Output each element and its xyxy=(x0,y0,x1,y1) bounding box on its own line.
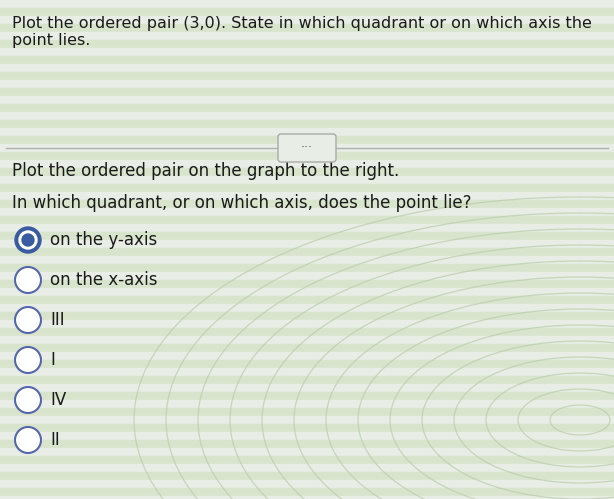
Text: II: II xyxy=(50,431,60,449)
Bar xyxy=(0,424,614,432)
Bar xyxy=(0,472,614,480)
Bar xyxy=(0,416,614,424)
Bar xyxy=(0,8,614,16)
Bar xyxy=(0,128,614,136)
Bar xyxy=(0,264,614,272)
Circle shape xyxy=(15,427,41,453)
Bar xyxy=(0,240,614,248)
Bar xyxy=(0,136,614,144)
FancyBboxPatch shape xyxy=(278,134,336,162)
Bar xyxy=(0,432,614,440)
Bar xyxy=(0,280,614,288)
Bar xyxy=(0,72,614,80)
Circle shape xyxy=(15,387,41,413)
Bar xyxy=(0,40,614,48)
Bar xyxy=(0,96,614,104)
Bar xyxy=(0,456,614,464)
Bar xyxy=(0,480,614,488)
Bar xyxy=(0,384,614,392)
Bar xyxy=(0,392,614,400)
Text: on the x-axis: on the x-axis xyxy=(50,271,158,289)
Bar xyxy=(0,408,614,416)
Bar xyxy=(0,56,614,64)
Bar xyxy=(0,440,614,448)
Circle shape xyxy=(19,231,37,249)
Bar xyxy=(0,320,614,328)
Text: ···: ··· xyxy=(301,142,313,155)
Bar xyxy=(0,296,614,304)
Bar xyxy=(0,112,614,120)
Bar xyxy=(0,168,614,176)
Bar xyxy=(0,360,614,368)
Bar xyxy=(0,152,614,160)
Bar xyxy=(0,312,614,320)
Bar xyxy=(0,464,614,472)
Text: I: I xyxy=(50,351,55,369)
Bar xyxy=(0,256,614,264)
Bar xyxy=(0,48,614,56)
Bar xyxy=(0,400,614,408)
Bar xyxy=(0,496,614,499)
Bar xyxy=(0,176,614,184)
Circle shape xyxy=(15,267,41,293)
Bar xyxy=(0,192,614,200)
Bar xyxy=(0,344,614,352)
Text: III: III xyxy=(50,311,64,329)
Bar xyxy=(0,64,614,72)
Text: In which quadrant, or on which axis, does the point lie?: In which quadrant, or on which axis, doe… xyxy=(12,194,472,212)
Bar xyxy=(0,376,614,384)
Text: on the y-axis: on the y-axis xyxy=(50,231,157,249)
Circle shape xyxy=(22,234,34,246)
Bar xyxy=(0,336,614,344)
Bar xyxy=(0,232,614,240)
Bar xyxy=(0,184,614,192)
Bar xyxy=(0,16,614,24)
Bar xyxy=(0,288,614,296)
Bar xyxy=(0,368,614,376)
Bar xyxy=(0,216,614,224)
Bar xyxy=(0,272,614,280)
Bar xyxy=(0,488,614,496)
Bar xyxy=(0,144,614,152)
Bar xyxy=(0,448,614,456)
Text: Plot the ordered pair on the graph to the right.: Plot the ordered pair on the graph to th… xyxy=(12,162,399,180)
Bar xyxy=(0,224,614,232)
Bar xyxy=(0,160,614,168)
Circle shape xyxy=(15,227,41,253)
Bar xyxy=(0,248,614,256)
Text: Plot the ordered pair (3,0). State in which quadrant or on which axis the
point : Plot the ordered pair (3,0). State in wh… xyxy=(12,16,592,48)
Bar xyxy=(0,328,614,336)
Bar xyxy=(0,80,614,88)
Bar xyxy=(0,104,614,112)
Bar xyxy=(0,352,614,360)
Bar xyxy=(0,120,614,128)
Text: IV: IV xyxy=(50,391,66,409)
Bar xyxy=(0,0,614,8)
Bar xyxy=(0,24,614,32)
Bar xyxy=(0,88,614,96)
Bar xyxy=(0,208,614,216)
Bar xyxy=(0,200,614,208)
Bar xyxy=(0,32,614,40)
Bar xyxy=(0,304,614,312)
Circle shape xyxy=(15,307,41,333)
Circle shape xyxy=(15,347,41,373)
